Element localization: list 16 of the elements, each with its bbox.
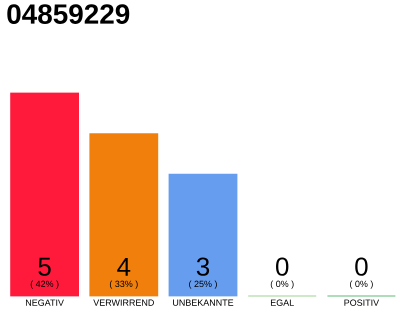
data-label: 0 xyxy=(276,257,288,276)
annotation: ( 33% ) xyxy=(110,280,138,289)
x-tick-label: UNBEKANNTE xyxy=(173,300,234,306)
data-label: 0 xyxy=(355,257,368,276)
data-label: 4 xyxy=(117,258,130,276)
annotation: ( 0% ) xyxy=(270,280,294,289)
data-label: 3 xyxy=(196,257,210,276)
x-tick-label: VERWIRREND xyxy=(93,300,154,306)
annotation: ( 42% ) xyxy=(30,280,58,289)
x-tick-label: POSITIV xyxy=(344,300,380,306)
annotation: ( 25% ) xyxy=(189,280,217,289)
x-tick-label: EGAL xyxy=(270,300,294,306)
data-label: 5 xyxy=(38,258,51,276)
x-tick-label: NEGATIV xyxy=(26,300,64,306)
chart-title: 04859229 xyxy=(7,4,130,24)
annotation: ( 0% ) xyxy=(350,280,373,289)
